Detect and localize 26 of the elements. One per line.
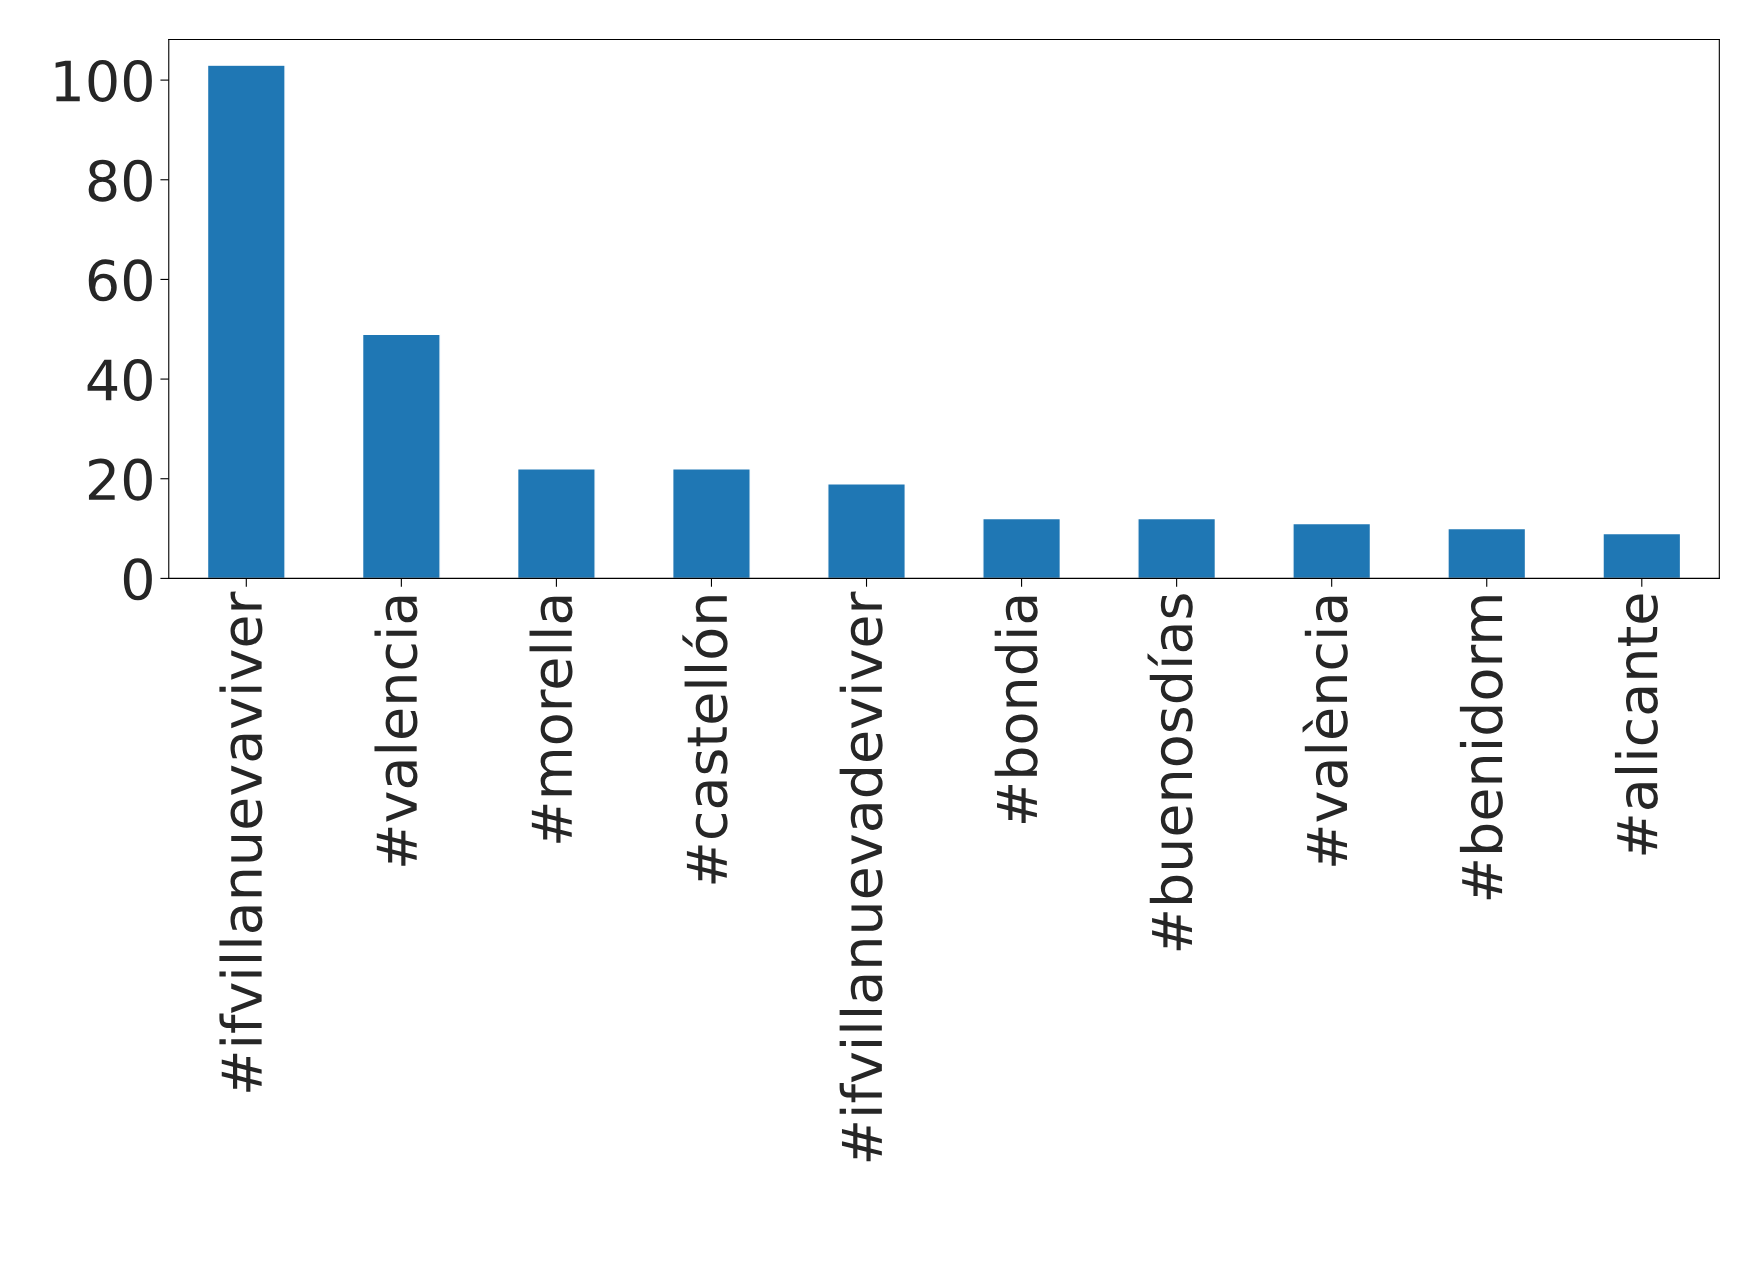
y-tick-label: 60 — [88, 259, 152, 302]
bar — [827, 483, 906, 579]
bar — [982, 517, 1062, 579]
bar — [1602, 532, 1682, 579]
x-tick-label: #bondia — [994, 596, 1038, 824]
x-tick-label: #valència — [1302, 596, 1348, 866]
bar — [361, 333, 441, 579]
x-tick-label: #morella — [529, 596, 573, 843]
bar — [1447, 527, 1527, 579]
y-tick-label: 0 — [123, 558, 152, 601]
x-tick-label: #valencia — [374, 596, 418, 866]
x-tick-label: #buenosdías — [1147, 594, 1193, 951]
bar — [206, 64, 286, 579]
x-tick-label: #ifvillanuevadeviver — [839, 591, 883, 1162]
bar — [672, 468, 751, 579]
x-tick-label: #ifvillanuevaviver — [219, 591, 263, 1092]
x-tick-label: #alicante — [1614, 594, 1658, 855]
y-tick-label: 40 — [87, 358, 152, 401]
bar — [516, 468, 596, 579]
bar — [1292, 522, 1372, 579]
y-tick-label: 80 — [88, 159, 152, 202]
y-tick-label: 20 — [88, 458, 152, 501]
x-tick-label: #benidorm — [1459, 596, 1503, 900]
bar — [1137, 517, 1217, 579]
x-tick-label: #castellón — [682, 596, 728, 884]
y-tick-label: 100 — [55, 59, 152, 102]
